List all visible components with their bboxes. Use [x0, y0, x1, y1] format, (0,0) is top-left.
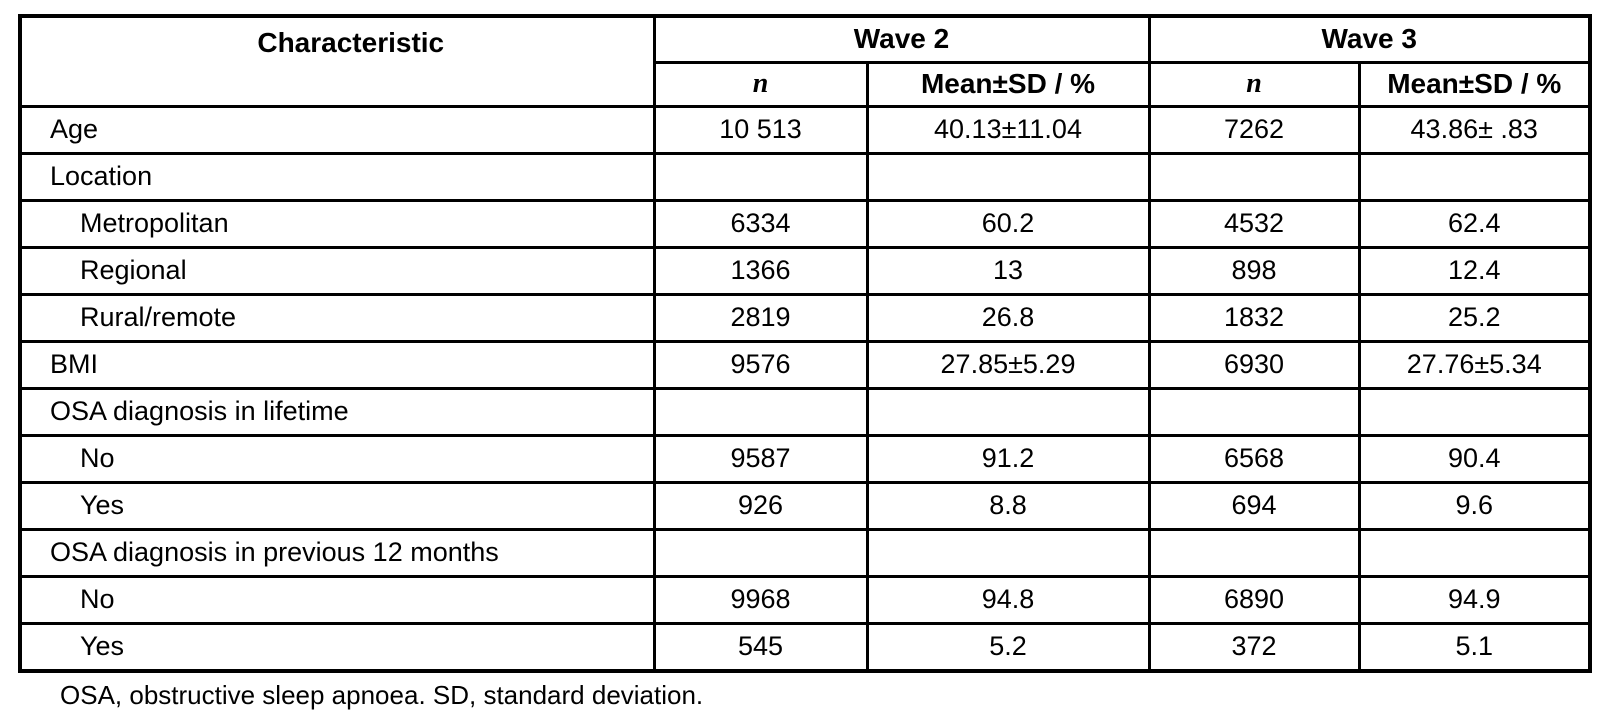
- table-row-metropolitan: Metropolitan 6334 60.2 4532 62.4: [18, 199, 1592, 249]
- table-row-osa-lifetime-no: No 9587 91.2 6568 90.4: [18, 434, 1592, 484]
- table-row-osa-lifetime: OSA diagnosis in lifetime: [18, 387, 1592, 437]
- value-cell: 43.86± .83: [1357, 105, 1592, 155]
- row-label: Yes: [18, 481, 656, 531]
- row-label: OSA diagnosis in lifetime: [18, 387, 656, 437]
- header-wave3: Wave 3: [1147, 14, 1592, 64]
- value-cell: [1357, 387, 1592, 437]
- value-cell: 60.2: [865, 199, 1151, 249]
- value-cell: 5.2: [865, 622, 1151, 673]
- value-cell: 91.2: [865, 434, 1151, 484]
- value-cell: 13: [865, 246, 1151, 296]
- table-row-age: Age 10 513 40.13±11.04 7262 43.86± .83: [18, 105, 1592, 155]
- row-label: Metropolitan: [18, 199, 656, 249]
- table-row-bmi: BMI 9576 27.85±5.29 6930 27.76±5.34: [18, 340, 1592, 390]
- table-row-osa-12mo-no: No 9968 94.8 6890 94.9: [18, 575, 1592, 625]
- row-label: Regional: [18, 246, 656, 296]
- value-cell: 694: [1147, 481, 1361, 531]
- row-label: Age: [18, 105, 656, 155]
- table-row-osa-12mo: OSA diagnosis in previous 12 months: [18, 528, 1592, 578]
- value-cell: 6568: [1147, 434, 1361, 484]
- value-cell: 25.2: [1357, 293, 1592, 343]
- value-cell: 4532: [1147, 199, 1361, 249]
- value-cell: 7262: [1147, 105, 1361, 155]
- value-cell: 545: [652, 622, 869, 673]
- value-cell: 27.76±5.34: [1357, 340, 1592, 390]
- value-cell: 2819: [652, 293, 869, 343]
- value-cell: 1366: [652, 246, 869, 296]
- value-cell: 5.1: [1357, 622, 1592, 673]
- value-cell: [1357, 152, 1592, 202]
- table-row-regional: Regional 1366 13 898 12.4: [18, 246, 1592, 296]
- value-cell: [1147, 387, 1361, 437]
- value-cell: 90.4: [1357, 434, 1592, 484]
- value-cell: [865, 528, 1151, 578]
- value-cell: [652, 152, 869, 202]
- table-row-location: Location: [18, 152, 1592, 202]
- row-label: BMI: [18, 340, 656, 390]
- value-cell: [1147, 152, 1361, 202]
- value-cell: 9576: [652, 340, 869, 390]
- value-cell: [652, 387, 869, 437]
- value-cell: 9587: [652, 434, 869, 484]
- value-cell: 6334: [652, 199, 869, 249]
- value-cell: 94.8: [865, 575, 1151, 625]
- table-footnote: OSA, obstructive sleep apnoea. SD, stand…: [60, 680, 704, 710]
- value-cell: [652, 528, 869, 578]
- value-cell: 27.85±5.29: [865, 340, 1151, 390]
- header-wave2-mean-sd: Mean±SD / %: [865, 61, 1151, 108]
- header-wave3-n: n: [1147, 61, 1361, 108]
- row-label: Location: [18, 152, 656, 202]
- value-cell: [1357, 528, 1592, 578]
- header-wave2-n: n: [652, 61, 869, 108]
- row-label: OSA diagnosis in previous 12 months: [18, 528, 656, 578]
- value-cell: 26.8: [865, 293, 1151, 343]
- value-cell: 10 513: [652, 105, 869, 155]
- value-cell: 898: [1147, 246, 1361, 296]
- table-row-rural-remote: Rural/remote 2819 26.8 1832 25.2: [18, 293, 1592, 343]
- demographics-table: Characteristic Wave 2 Wave 3 n Mean±SD /…: [18, 14, 1592, 673]
- header-wave3-mean-sd: Mean±SD / %: [1357, 61, 1592, 108]
- value-cell: 9.6: [1357, 481, 1592, 531]
- row-label: No: [18, 434, 656, 484]
- table-row-osa-lifetime-yes: Yes 926 8.8 694 9.6: [18, 481, 1592, 531]
- row-label: Rural/remote: [18, 293, 656, 343]
- header-row-waves: Characteristic Wave 2 Wave 3: [18, 14, 1592, 108]
- row-label: Yes: [18, 622, 656, 673]
- header-characteristic: Characteristic: [18, 14, 656, 108]
- header-row-measures: n Mean±SD / % n Mean±SD / %: [20, 61, 1592, 108]
- value-cell: 12.4: [1357, 246, 1592, 296]
- value-cell: 926: [652, 481, 869, 531]
- header-wave2: Wave 2: [652, 14, 1151, 64]
- table-row-osa-12mo-yes: Yes 545 5.2 372 5.1: [18, 622, 1592, 673]
- value-cell: 1832: [1147, 293, 1361, 343]
- value-cell: [1147, 528, 1361, 578]
- value-cell: [865, 387, 1151, 437]
- value-cell: 94.9: [1357, 575, 1592, 625]
- value-cell: 62.4: [1357, 199, 1592, 249]
- value-cell: 9968: [652, 575, 869, 625]
- value-cell: 8.8: [865, 481, 1151, 531]
- value-cell: [865, 152, 1151, 202]
- value-cell: 40.13±11.04: [865, 105, 1151, 155]
- row-label: No: [18, 575, 656, 625]
- value-cell: 6890: [1147, 575, 1361, 625]
- value-cell: 6930: [1147, 340, 1361, 390]
- value-cell: 372: [1147, 622, 1361, 673]
